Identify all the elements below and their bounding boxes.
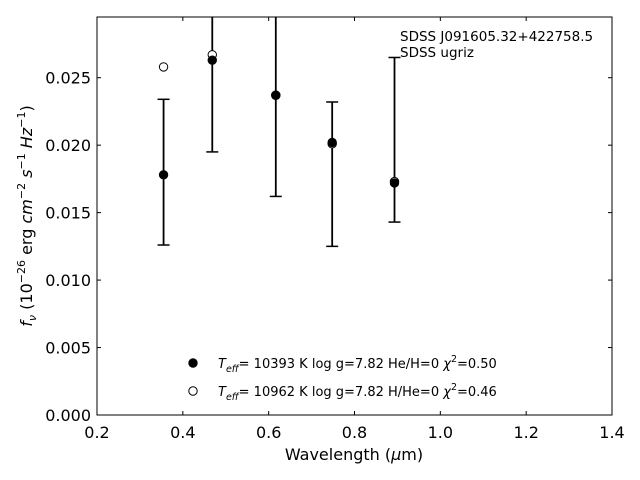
y-label-close: )	[17, 105, 36, 111]
y-tick-label: 0.000	[45, 406, 91, 425]
legend-chi-sq: 2	[451, 354, 457, 365]
y-axis-ticks: 0.000 0.005 0.010 0.015 0.020 0.025	[45, 69, 612, 425]
annotation-object-name: SDSS J091605.32+422758.5	[400, 29, 593, 45]
y-tick-label: 0.010	[45, 271, 91, 290]
y-tick-label: 0.015	[45, 204, 91, 223]
legend-values: = 10962 K log g=7.82 H/He=0	[239, 385, 444, 400]
y-label-erg: erg	[17, 224, 36, 260]
annotation-filter-set: SDSS ugriz	[400, 45, 474, 61]
x-axis-label-tail: m)	[401, 445, 423, 464]
data-point-filled	[389, 178, 400, 188]
y-tick-label: 0.025	[45, 69, 91, 88]
legend-chi: χ	[442, 357, 452, 372]
x-tick-label: 0.8	[342, 423, 367, 442]
y-label-hz: Hz	[17, 127, 36, 153]
x-tick-label: 0.2	[84, 423, 109, 442]
y-label-cm: cm	[17, 199, 36, 223]
data-point-open	[158, 62, 169, 72]
error-bars	[157, 17, 401, 248]
legend-chi: χ	[442, 385, 452, 400]
legend-t: T	[218, 385, 227, 400]
legend-marker-open	[188, 386, 198, 396]
x-tick-label: 0.6	[256, 423, 281, 442]
x-axis-ticks: 0.2 0.4 0.6 0.8 1.0 1.2 1.4	[84, 17, 625, 442]
x-tick-label: 0.4	[170, 423, 195, 442]
legend-entry-filled: Teff= 10393 K log g=7.82 He/H=0 χ2=0.50	[218, 354, 497, 375]
legend-entry-open: Teff= 10962 K log g=7.82 H/He=0 χ2=0.46	[218, 382, 497, 403]
x-axis-label: Wavelength (μm)	[285, 445, 423, 464]
data-markers	[158, 50, 400, 188]
legend-t: T	[218, 357, 227, 372]
y-axis-label: fν (10−26 erg cm−2 s−1 Hz−1)	[15, 105, 39, 326]
legend-values: = 10393 K log g=7.82 He/H=0	[239, 357, 444, 372]
plot-frame	[96, 16, 613, 416]
data-point-filled	[327, 137, 337, 148]
data-point-filled	[207, 55, 217, 65]
x-tick-label: 1.4	[599, 423, 624, 442]
legend-chi-sq: 2	[451, 382, 457, 393]
y-tick-label: 0.005	[45, 339, 91, 358]
x-axis-label-mu: μ	[390, 445, 401, 464]
y-label-exp1b: −1	[15, 112, 28, 128]
x-axis-label-main: Wavelength (	[285, 445, 391, 464]
y-label-exp2: −2	[15, 183, 28, 199]
legend-eff: eff	[226, 364, 240, 375]
data-point-filled	[158, 170, 169, 180]
legend: Teff= 10393 K log g=7.82 He/H=0 χ2=0.50 …	[188, 354, 497, 403]
y-label-f: f	[17, 319, 36, 327]
legend-eff: eff	[226, 392, 240, 403]
y-label-open: (10	[17, 283, 36, 315]
y-label-s: s	[17, 170, 36, 183]
x-tick-label: 1.2	[513, 423, 538, 442]
y-tick-label: 0.020	[45, 136, 91, 155]
legend-marker-filled	[188, 358, 198, 368]
y-label-nu: ν	[26, 315, 39, 321]
data-point-filled	[271, 90, 281, 100]
legend-chi-val: =0.50	[457, 357, 497, 372]
y-label-exp1a: −1	[15, 153, 28, 169]
legend-chi-val: =0.46	[457, 385, 497, 400]
x-tick-label: 1.0	[428, 423, 453, 442]
y-label-exp26: −26	[15, 260, 28, 283]
